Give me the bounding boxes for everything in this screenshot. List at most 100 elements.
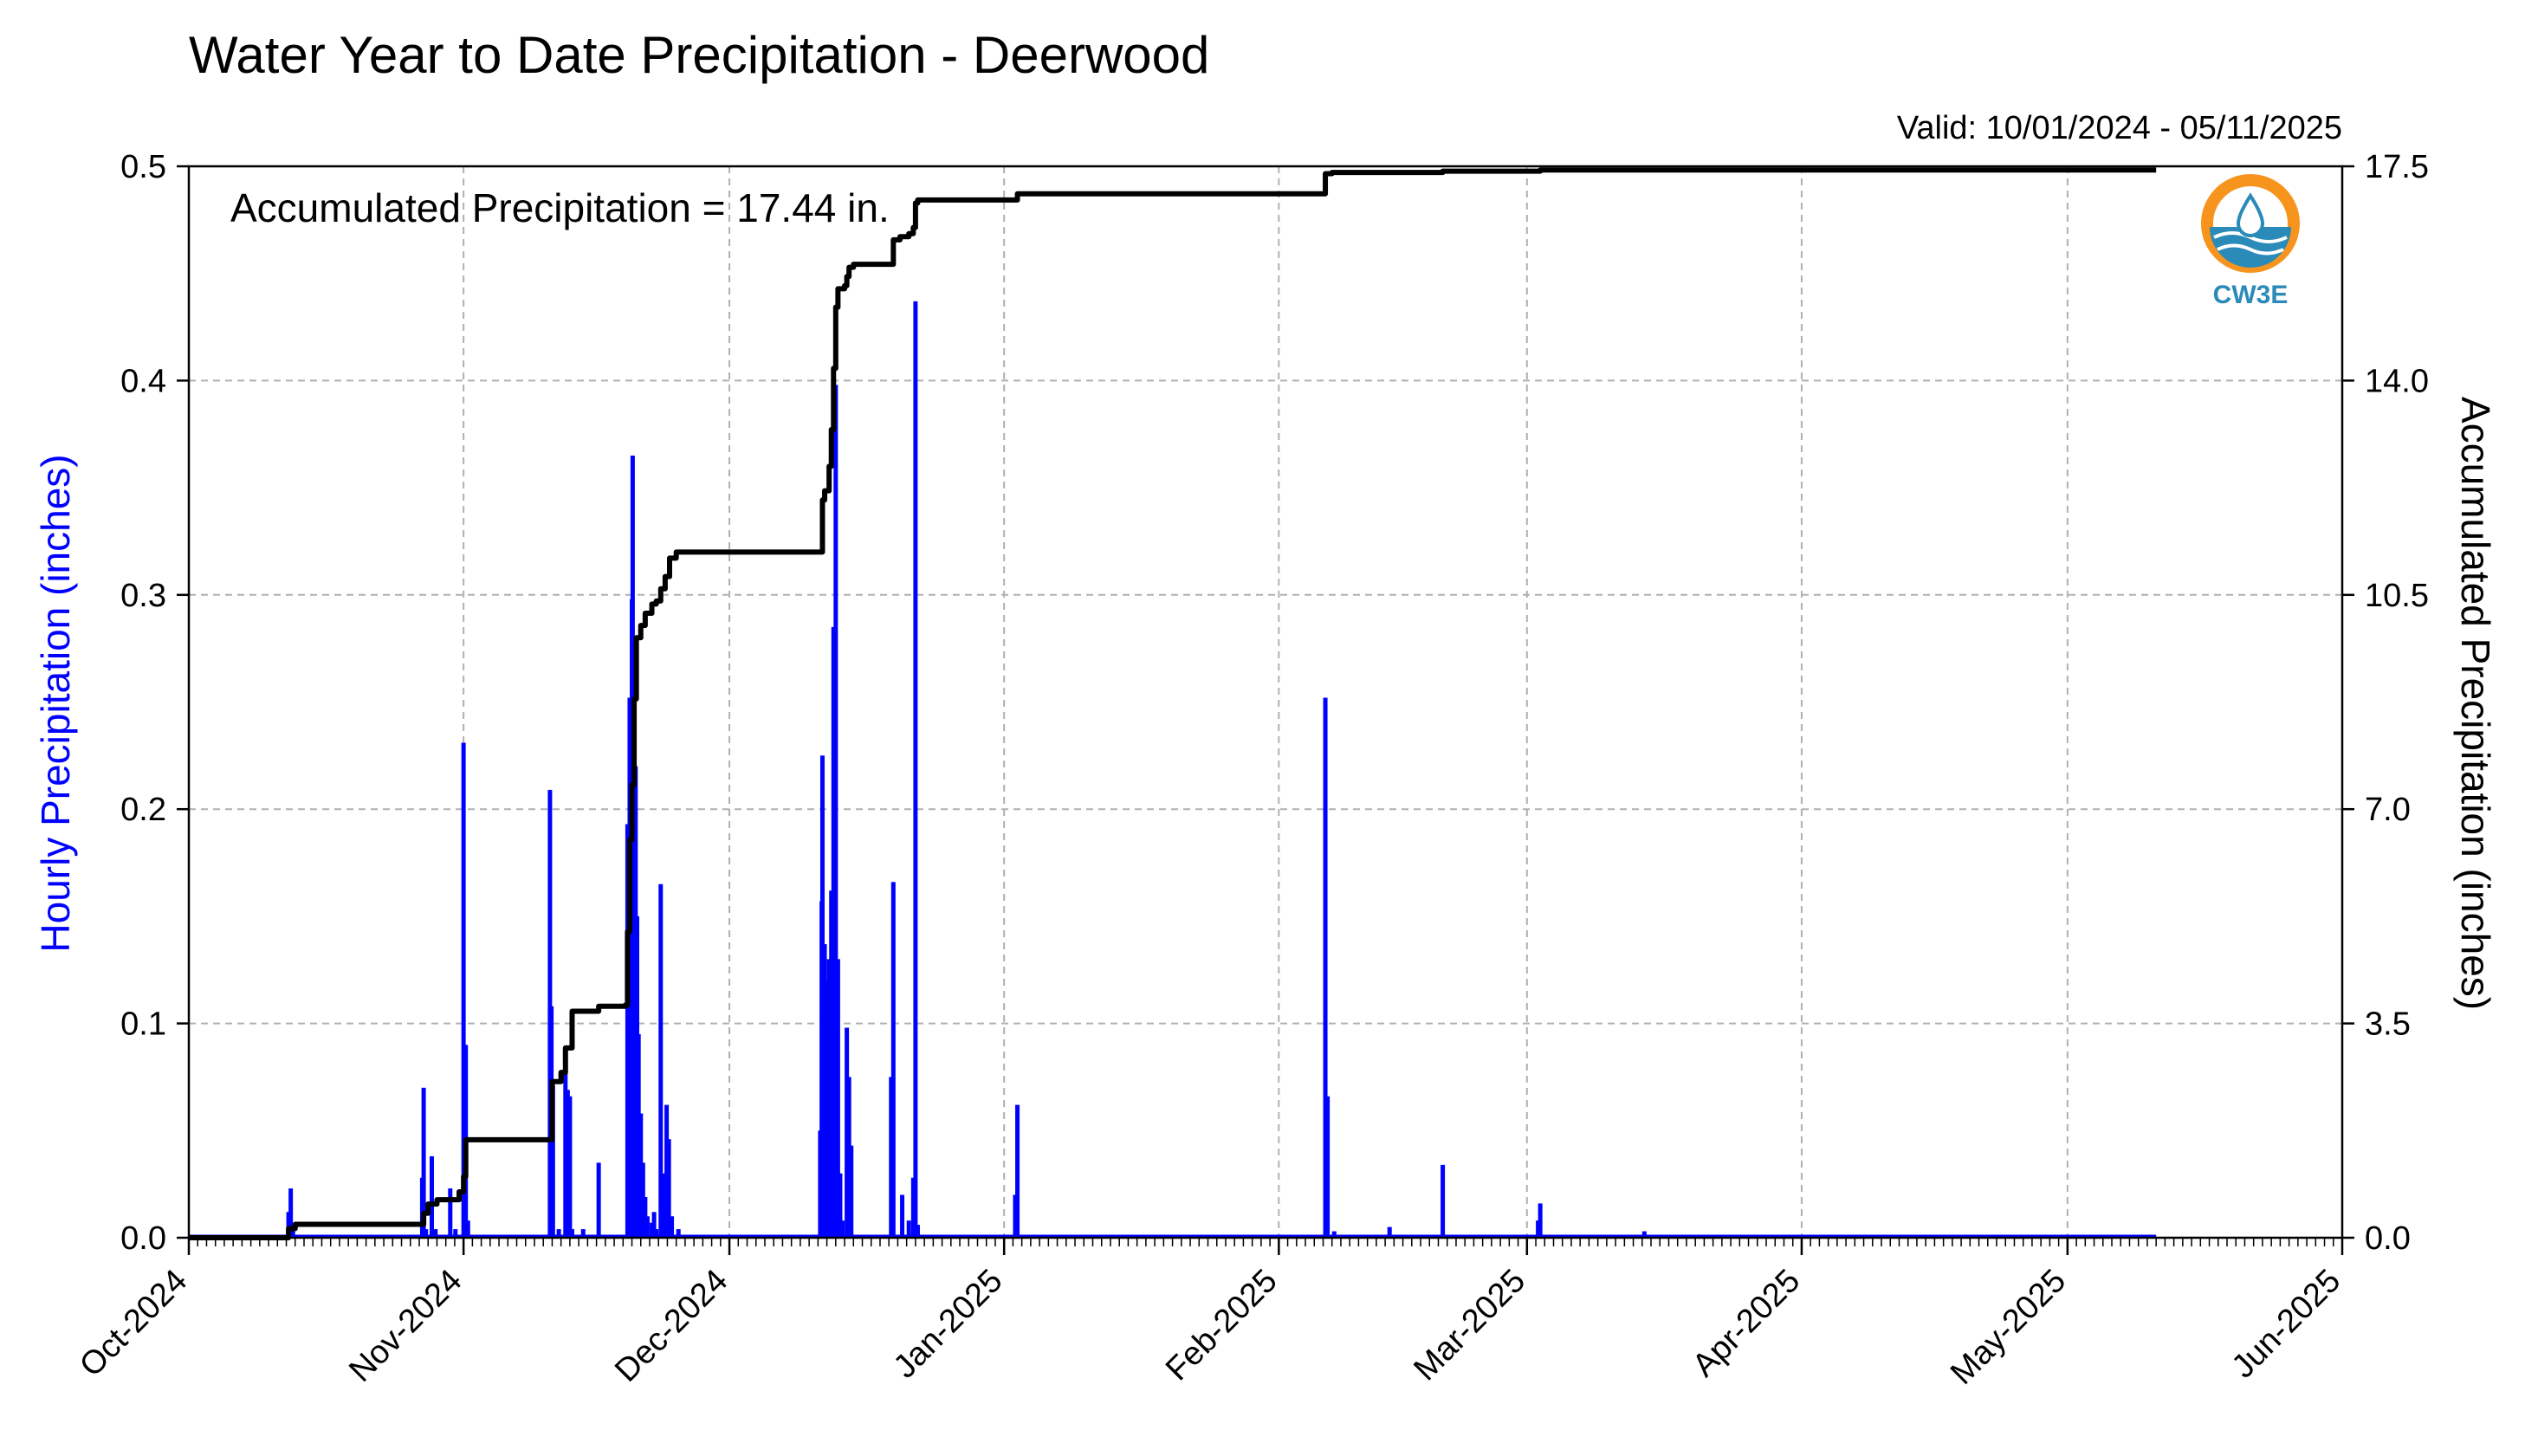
logo-drop-icon [2236, 192, 2265, 237]
hourly-bar [461, 742, 466, 1238]
hourly-bar [1441, 1164, 1446, 1238]
ticks [177, 165, 2354, 1255]
hourly-bar [1331, 1231, 1337, 1238]
chart-title: Water Year to Date Precipitation - Deerw… [189, 26, 1209, 84]
hourly-bar [890, 882, 896, 1238]
hourly-bar [644, 1216, 650, 1238]
y-tick-label-right: 17.5 [2365, 149, 2429, 185]
x-axis-tick-labels: Oct-2024 Nov-2024 Dec-2024 Jan-2025 Feb-2025… [73, 1263, 2347, 1392]
hourly-bar [636, 1033, 641, 1238]
y-tick-label-right: 3.5 [2365, 1006, 2411, 1043]
grid [189, 166, 2342, 1238]
hourly-bar [433, 1229, 438, 1238]
hourly-bar [839, 1220, 845, 1238]
hourly-bar [643, 1196, 648, 1238]
y-tick-label-right: 10.5 [2365, 578, 2429, 614]
accumulated-line-group [189, 167, 2157, 1240]
hourly-bar [822, 944, 827, 1238]
hourly-bar [913, 301, 918, 1238]
hourly-bar [900, 1194, 905, 1238]
hourly-bar [550, 1085, 555, 1238]
hourly-bar [421, 1087, 426, 1238]
hourly-bars [189, 301, 2157, 1238]
y-tick-label-right: 14.0 [2365, 363, 2429, 399]
right-axis-label: Accumulated Precipitation (inches) [2453, 397, 2498, 1010]
hourly-bar [660, 1173, 665, 1238]
accumulated-annotation: Accumulated Precipitation = 17.44 in. [230, 185, 890, 230]
y-tick-label-left: 0.3 [120, 578, 166, 614]
hourly-bar [563, 1046, 568, 1238]
hourly-bar [567, 1096, 573, 1238]
hourly-bar [580, 1229, 586, 1238]
hourly-bar [889, 1077, 894, 1238]
hourly-bar [453, 1229, 458, 1238]
hourly-bar [1015, 1104, 1020, 1238]
hourly-bar [664, 1104, 670, 1238]
hourly-bar [638, 1113, 644, 1238]
hourly-bar [465, 1220, 470, 1238]
hourly-bar [1013, 1194, 1018, 1238]
left-axis-label: Hourly Precipitation (inches) [33, 454, 78, 952]
y-tick-label-right: 7.0 [2365, 792, 2411, 828]
x-tick-label: Oct-2024 [73, 1263, 194, 1384]
y-tick-label-left: 0.0 [120, 1220, 166, 1257]
hourly-bar [819, 755, 825, 1238]
x-tick-label: Jan-2025 [887, 1263, 1010, 1386]
hourly-bar [825, 980, 830, 1238]
hourly-bar [915, 1225, 920, 1238]
hourly-bar [429, 1155, 434, 1238]
hourly-bar [826, 959, 832, 1238]
hourly-bar [676, 1229, 681, 1238]
hourly-bar [1536, 1220, 1541, 1238]
hourly-bar [666, 1139, 671, 1238]
x-tick-label: Feb-2025 [1159, 1263, 1285, 1388]
hourly-bar [640, 1162, 645, 1238]
hourly-bar [849, 1145, 854, 1238]
logo-wave-line2-icon [2217, 243, 2284, 256]
hourly-bar [1323, 697, 1328, 1238]
hourly-bar [651, 1212, 657, 1238]
hourly-bar [448, 1188, 453, 1238]
hourly-bar [670, 1216, 675, 1238]
valid-date-range: Valid: 10/01/2024 - 05/11/2025 [1897, 110, 2342, 146]
hourly-bar [658, 883, 664, 1238]
y-tick-label-left: 0.2 [120, 792, 166, 828]
hourly-bar [910, 1177, 916, 1238]
logo-text: CW3E [2213, 281, 2289, 309]
hourly-bar [569, 1229, 574, 1238]
hourly-bar [845, 1027, 850, 1238]
hourly-bar [288, 1188, 294, 1238]
hourly-bar [829, 890, 834, 1238]
hourly-bar [424, 1229, 429, 1238]
hourly-bar [1538, 1203, 1543, 1238]
y-tick-label-left: 0.1 [120, 1006, 166, 1043]
hourly-bar [625, 824, 630, 1238]
hourly-bar [831, 626, 836, 1238]
x-tick-label: Dec-2024 [608, 1263, 735, 1389]
hourly-bar [650, 1222, 655, 1238]
y-tick-label-left: 0.4 [120, 363, 166, 399]
x-tick-label: Jun-2025 [2225, 1263, 2348, 1386]
hourly-bar [838, 1173, 843, 1238]
hourly-bar [835, 959, 840, 1238]
plot-frame [187, 165, 2344, 1239]
hourly-bar [654, 1229, 659, 1238]
right-axis-tick-labels: 0.0 3.5 7.0 10.5 14.0 17.5 [2365, 149, 2429, 1257]
hourly-bar [556, 1229, 561, 1238]
logo-wave-icon [2210, 227, 2291, 268]
hourly-bar [1641, 1231, 1647, 1238]
y-tick-label-right: 0.0 [2365, 1220, 2411, 1257]
hourly-bar [846, 1077, 851, 1238]
hourly-bar [565, 1090, 570, 1238]
hourly-bar [596, 1162, 601, 1238]
x-tick-label: Nov-2024 [342, 1263, 469, 1389]
hourly-bar [286, 1212, 291, 1238]
x-tick-label: Apr-2025 [1686, 1263, 1807, 1384]
x-tick-label: Mar-2025 [1407, 1263, 1532, 1388]
left-axis-tick-labels: 0.0 0.1 0.2 0.3 0.4 0.5 [120, 149, 166, 1257]
cw3e-logo: CW3E [2201, 174, 2300, 309]
hourly-bar [1387, 1226, 1392, 1238]
hourly-bar [290, 1229, 295, 1238]
y-tick-label-left: 0.5 [120, 149, 166, 185]
